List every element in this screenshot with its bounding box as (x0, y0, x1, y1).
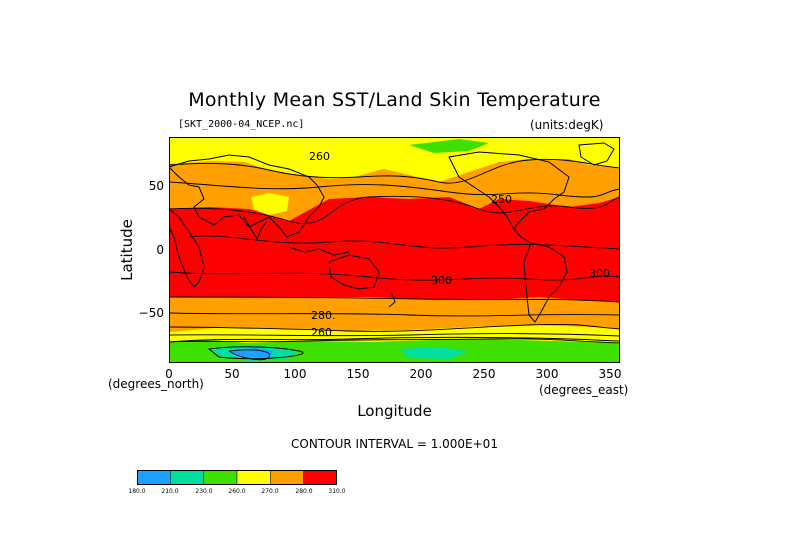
x-tick-label: 100 (283, 367, 307, 381)
y-tick-label: −50 (138, 306, 164, 320)
coastline-north-america (448, 151, 570, 230)
band-antarctic-teal-2 (399, 347, 469, 359)
band-tibet-yellow (251, 193, 289, 215)
contour-labels: 260 250 300 300 280. 260 (309, 150, 610, 339)
colorbar-swatch (236, 470, 271, 485)
band-tropical-red (169, 197, 620, 302)
contour-line (169, 195, 620, 224)
colorbar-tick-label: 280.0 (295, 488, 313, 495)
contour-line (169, 338, 620, 344)
x-tick-label: 150 (346, 367, 370, 381)
contour-line (169, 181, 620, 198)
contour-line (169, 271, 620, 281)
coastline-africa (169, 208, 205, 288)
contour-label: 260 (309, 150, 330, 163)
contour-line (169, 312, 620, 317)
y-tick-label: 50 (148, 179, 164, 193)
band-arctic-yellow (169, 137, 620, 182)
contour-line (207, 346, 304, 360)
colorbar-tick-label: 270.0 (261, 488, 279, 495)
x-axis-label: Longitude (357, 402, 432, 420)
colorbar-swatch (137, 470, 171, 485)
x-tick-label: 250 (472, 367, 496, 381)
coastline-australia (328, 254, 380, 290)
colorbar-tick-label: 210.0 (161, 488, 179, 495)
colorbar-tick-label: 260.0 (228, 488, 246, 495)
contour-line (188, 235, 620, 250)
map-frame (169, 137, 620, 363)
contour-line (169, 333, 620, 337)
contour-label: 280. (311, 309, 336, 322)
y-axis-unit: (degrees_north) (108, 377, 204, 391)
coastline-greenland (578, 142, 615, 166)
contour-line (169, 324, 620, 332)
x-tick-label: 0 (165, 367, 173, 381)
colorbar-frame (137, 470, 337, 485)
file-label: [SKT_2000-04_NCEP.nc] (178, 119, 305, 130)
colorbar-swatches (137, 470, 337, 485)
coastline-central-america (513, 228, 532, 244)
x-tick-label: 50 (224, 367, 240, 381)
coastline-india (243, 216, 268, 241)
band-antarctic-blue (229, 348, 274, 358)
colorbar-swatch (170, 470, 204, 485)
coastline-antarctica (169, 336, 620, 343)
contour-line (169, 296, 620, 303)
coastline-eurasia (169, 154, 325, 238)
coastline-indonesia (288, 246, 350, 256)
colorbar-tick-label: 180.0 (128, 488, 146, 495)
contour-label: 250 (491, 193, 512, 206)
colorbar (137, 470, 337, 485)
colorbar-swatch (203, 470, 238, 485)
y-axis-label: Latitude (117, 219, 136, 281)
colorbar-tick-labels: 180.0 210.0 230.0 260.0 270.0 280.0 310.… (122, 488, 362, 498)
units-label: (units:degK) (530, 118, 604, 132)
contour-interval-text: CONTOUR INTERVAL = 1.000E+01 (291, 437, 498, 451)
x-axis-unit: (degrees_east) (539, 383, 629, 397)
contour-label: 260 (311, 326, 332, 339)
contour-label: 300 (589, 267, 610, 280)
y-tick-label: 0 (156, 243, 164, 257)
coastlines (169, 142, 620, 343)
colorbar-tick-label: 310.0 (328, 488, 346, 495)
x-tick-label: 300 (535, 367, 559, 381)
colorbar-swatch (303, 470, 337, 485)
x-tick-label: 200 (409, 367, 433, 381)
colorbar-swatch (270, 470, 304, 485)
band-arctic-green (409, 139, 489, 153)
contour-label: 300 (431, 274, 452, 287)
temperature-map: 260 250 300 300 280. 260 (169, 137, 620, 363)
map-title: Monthly Mean SST/Land Skin Temperature (188, 89, 601, 111)
colorbar-tick-label: 230.0 (195, 488, 213, 495)
contour-line (228, 349, 271, 361)
coastline-south-america (523, 242, 568, 323)
x-tick-label: 350 (598, 367, 622, 381)
coastline-nz (388, 291, 396, 308)
